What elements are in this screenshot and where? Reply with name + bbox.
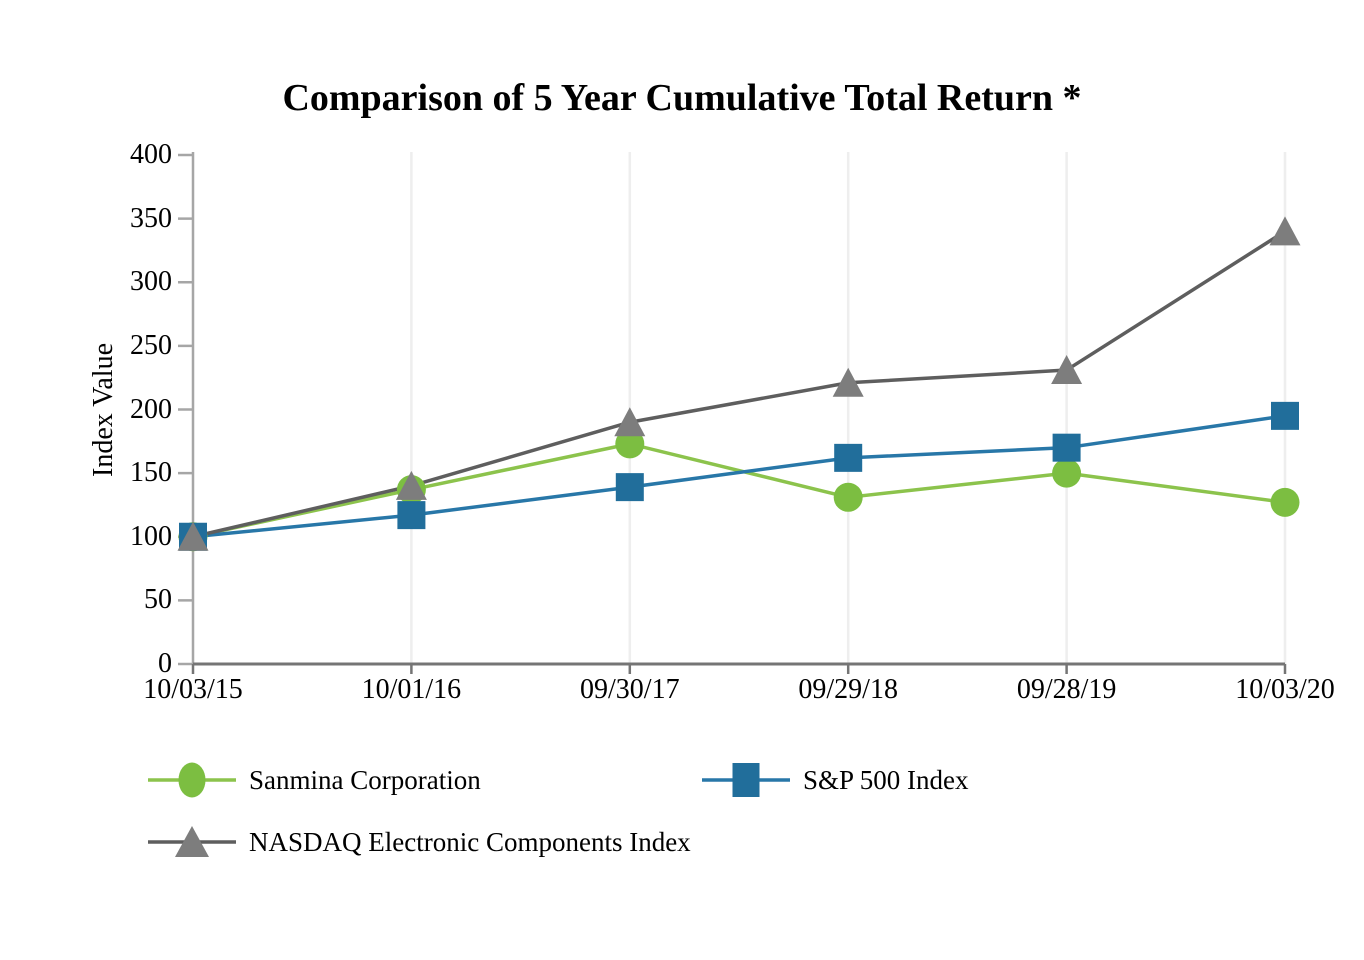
nasdaq-electronic-components-index-point-09-28-19 xyxy=(1051,355,1083,385)
x-tick-label-10-03-20: 10/03/20 xyxy=(1235,674,1335,705)
legend-label-nasdaq: NASDAQ Electronic Components Index xyxy=(249,826,691,857)
legend-item-sp500: S&P 500 Index xyxy=(700,757,969,803)
x-tick-label-10-01-16: 10/01/16 xyxy=(361,674,462,705)
legend-square-glyph xyxy=(702,763,790,797)
s-p-500-index-point-10-03-20 xyxy=(1271,401,1299,430)
nasdaq-electronic-components-index-point-09-29-18 xyxy=(832,367,864,397)
y-tick-label-0: 0 xyxy=(158,648,172,679)
sanmina-corporation-point-09-30-17 xyxy=(615,429,645,459)
y-tick-label-200: 200 xyxy=(130,393,172,425)
s-p-500-index-point-09-30-17 xyxy=(615,473,644,502)
nasdaq-series-marker-icon xyxy=(146,819,238,865)
s-p-500-index-line xyxy=(192,414,1286,539)
nasdaq-electronic-components-index-point-10-01-16 xyxy=(395,470,427,500)
sp500-series-marker-icon xyxy=(700,757,792,803)
y-tick-label-400: 400 xyxy=(130,139,172,170)
legend-triangle-icon xyxy=(175,826,209,857)
y-tick-label-50: 50 xyxy=(144,584,172,616)
nasdaq-electronic-components-index-line xyxy=(192,229,1286,539)
y-tick-label-150: 150 xyxy=(130,457,172,489)
x-tick-label-09-28-19: 09/28/19 xyxy=(1016,674,1117,705)
sanmina-corporation-point-09-29-18 xyxy=(833,482,863,512)
legend-item-nasdaq: NASDAQ Electronic Components Index xyxy=(146,819,691,865)
sanmina-corporation-point-10-03-20 xyxy=(1270,487,1300,517)
legend-label-sp500: S&P 500 Index xyxy=(803,764,969,795)
x-tick-label-09-29-18: 09/29/18 xyxy=(798,674,898,705)
legend-label-sanmina: Sanmina Corporation xyxy=(249,764,481,795)
legend-circle-glyph xyxy=(148,762,236,798)
x-tick-label-10-03-15: 10/03/15 xyxy=(143,674,243,705)
y-tick-label-250: 250 xyxy=(130,329,172,361)
sanmina-corporation-point-09-28-19 xyxy=(1052,458,1082,488)
legend-triangle-glyph xyxy=(148,826,236,857)
s-p-500-index-point-10-01-16 xyxy=(397,501,426,530)
legend-item-sanmina: Sanmina Corporation xyxy=(146,757,481,803)
legend-square-icon xyxy=(732,763,760,797)
y-tick-label-300: 300 xyxy=(130,266,172,298)
nasdaq-electronic-components-index-point-10-03-15 xyxy=(177,521,209,551)
y-tick-label-350: 350 xyxy=(130,202,172,234)
sanmina-series-marker-icon xyxy=(146,757,238,803)
nasdaq-electronic-components-index-point-09-30-17 xyxy=(614,407,646,437)
s-p-500-index-point-09-28-19 xyxy=(1052,433,1081,462)
nasdaq-electronic-components-index-point-10-03-20 xyxy=(1269,216,1301,246)
sanmina-corporation-line xyxy=(192,442,1286,539)
y-tick-label-100: 100 xyxy=(130,520,172,552)
x-tick-label-09-30-17: 09/30/17 xyxy=(580,674,680,705)
s-p-500-index-point-09-29-18 xyxy=(834,443,863,472)
chart-title: Comparison of 5 Year Cumulative Total Re… xyxy=(282,77,1082,119)
legend-circle-icon xyxy=(178,762,206,798)
